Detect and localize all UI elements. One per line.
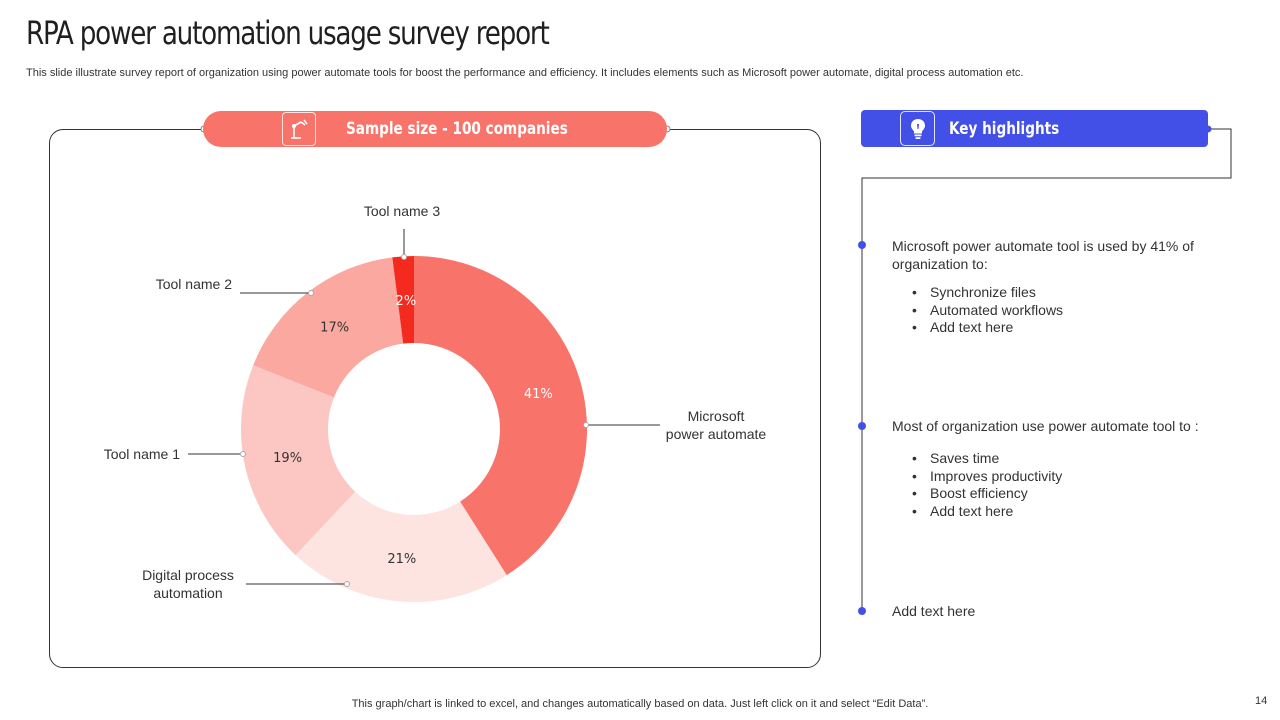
donut-slice-tool-name-2[interactable] xyxy=(253,257,404,398)
page-subtitle: This slide illustrate survey report of o… xyxy=(26,67,1024,79)
highlight-2-list: Saves time Improves productivity Boost e… xyxy=(912,450,1062,520)
list-item: Synchronize files xyxy=(912,284,1063,302)
label-tool-2: Tool name 2 xyxy=(156,276,232,292)
list-item: Boost efficiency xyxy=(912,485,1062,503)
donut-slice-tool-name-3[interactable] xyxy=(392,256,414,344)
page-title: RPA power automation usage survey report xyxy=(26,14,550,52)
data-label-tool-name-3: 2% xyxy=(396,294,417,309)
label-tool-3: Tool name 3 xyxy=(364,203,440,219)
highlight-3-text: Add text here xyxy=(892,603,976,619)
page-number: 14 xyxy=(1255,695,1268,707)
list-item: Add text here xyxy=(912,319,1063,337)
list-item: Automated workflows xyxy=(912,302,1063,320)
sample-size-label: Sample size - 100 companies xyxy=(346,119,568,139)
timeline-dot-3 xyxy=(858,607,866,615)
timeline-dot-1 xyxy=(858,241,866,249)
data-label-tool-name-1: 19% xyxy=(273,451,302,466)
highlights-connector xyxy=(861,128,1232,611)
label-tool-1: Tool name 1 xyxy=(104,446,180,462)
data-label-microsoft-power-automate: 41% xyxy=(524,387,553,402)
data-label-digital-process-automation: 21% xyxy=(387,552,416,567)
list-item: Saves time xyxy=(912,450,1062,468)
key-highlights-banner: Key highlights xyxy=(861,110,1208,147)
footer-note: This graph/chart is linked to excel, and… xyxy=(351,698,929,710)
list-item: Add text here xyxy=(912,503,1062,521)
data-label-tool-name-2: 17% xyxy=(320,321,349,336)
sample-size-banner: Sample size - 100 companies xyxy=(203,111,667,147)
highlight-1-text: Microsoft power automate tool is used by… xyxy=(892,238,1194,272)
highlight-2-text: Most of organization use power automate … xyxy=(892,418,1199,434)
lightbulb-icon xyxy=(900,111,935,146)
list-item: Improves productivity xyxy=(912,468,1062,486)
robot-arm-icon xyxy=(282,112,316,146)
key-highlights-title: Key highlights xyxy=(949,119,1060,139)
donut-chart: 41% 21% 19% 17% 2% xyxy=(241,256,587,602)
highlight-1-list: Synchronize files Automated workflows Ad… xyxy=(912,284,1063,337)
donut-slice-microsoft-power-automate[interactable] xyxy=(414,256,587,576)
donut-slice-tool-name-1[interactable] xyxy=(241,365,356,556)
timeline-dot-2 xyxy=(858,422,866,430)
label-microsoft: Microsoft power automate xyxy=(666,408,767,442)
label-digital: Digital process automation xyxy=(142,567,234,601)
donut-slice-digital-process-automation[interactable] xyxy=(295,491,507,602)
